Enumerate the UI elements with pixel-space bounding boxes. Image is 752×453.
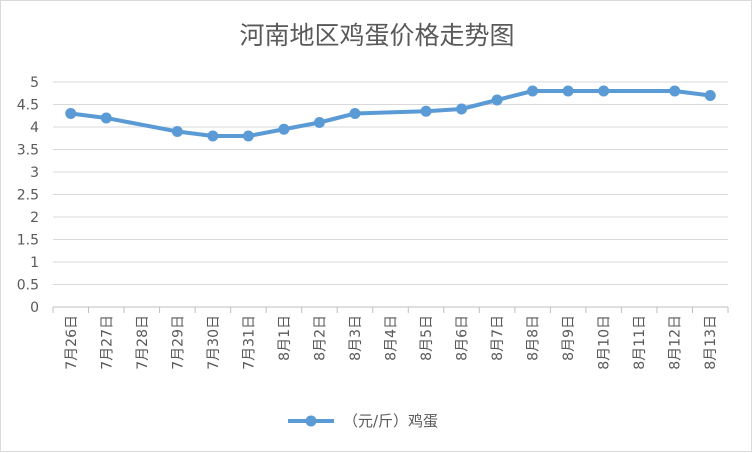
x-axis-ticks: 7月26日 7月27日 7月28日 7月29日 7月30日 7月31日 8月1日 8月2日 8月… <box>64 315 719 370</box>
y-tick-label: 0 <box>30 300 39 316</box>
x-tick-label: 8月6日 <box>455 315 471 361</box>
legend: （元/斤）鸡蛋 <box>288 412 438 430</box>
data-point <box>349 108 361 119</box>
data-point <box>704 90 716 101</box>
x-axis <box>52 306 729 313</box>
data-point <box>242 130 254 142</box>
x-tick-label: 8月12日 <box>668 315 684 370</box>
y-tick-label: 3 <box>30 165 39 181</box>
y-tick-label: 1 <box>30 255 39 271</box>
x-tick-label: 7月30日 <box>206 315 222 370</box>
x-tick-label: 8月7日 <box>490 315 506 361</box>
data-point <box>669 85 681 97</box>
y-tick-label: 4.5 <box>17 98 39 114</box>
data-point <box>456 103 468 115</box>
data-point <box>491 94 503 106</box>
data-point <box>207 130 219 142</box>
x-tick-label: 8月10日 <box>597 315 613 370</box>
x-tick-label: 8月4日 <box>384 315 400 361</box>
x-tick-label: 8月13日 <box>703 315 719 370</box>
x-tick-label: 7月26日 <box>64 315 80 370</box>
y-tick-label: 2.5 <box>17 188 39 204</box>
y-tick-label: 4 <box>30 120 39 136</box>
data-point <box>100 112 112 124</box>
y-tick-label: 1.5 <box>17 233 39 249</box>
x-tick-label: 8月2日 <box>312 315 328 361</box>
series-line <box>70 89 711 138</box>
y-tick-label: 5 <box>30 75 39 91</box>
y-axis-ticks: 0 0.5 1 1.5 2 2.5 3 3.5 4 4.5 5 <box>17 75 39 316</box>
data-point <box>171 126 183 137</box>
grid-lines <box>53 81 728 285</box>
y-tick-label: 2 <box>30 210 39 226</box>
x-tick-label: 8月9日 <box>561 315 577 361</box>
data-point <box>278 123 290 135</box>
x-tick-label: 7月31日 <box>241 315 257 370</box>
x-tick-label: 8月8日 <box>526 315 542 361</box>
x-tick-label: 8月3日 <box>348 315 364 361</box>
data-point <box>65 108 77 119</box>
x-tick-label: 8月11日 <box>632 315 648 370</box>
series-group <box>65 85 716 142</box>
chart-title: 河南地区鸡蛋价格走势图 <box>239 21 514 50</box>
data-point <box>562 85 574 97</box>
x-tick-label: 7月28日 <box>135 315 151 370</box>
data-point <box>598 85 610 97</box>
y-tick-label: 0.5 <box>17 278 39 294</box>
legend-point-marker <box>305 415 317 427</box>
data-point <box>313 117 325 128</box>
data-point <box>527 85 539 97</box>
legend-label: （元/斤）鸡蛋 <box>343 412 438 430</box>
x-tick-label: 8月1日 <box>277 315 293 361</box>
y-tick-label: 3.5 <box>17 143 39 159</box>
data-point <box>420 105 432 117</box>
x-tick-label: 7月27日 <box>99 315 115 370</box>
x-tick-label: 7月29日 <box>170 315 186 370</box>
x-tick-label: 8月5日 <box>419 315 435 361</box>
